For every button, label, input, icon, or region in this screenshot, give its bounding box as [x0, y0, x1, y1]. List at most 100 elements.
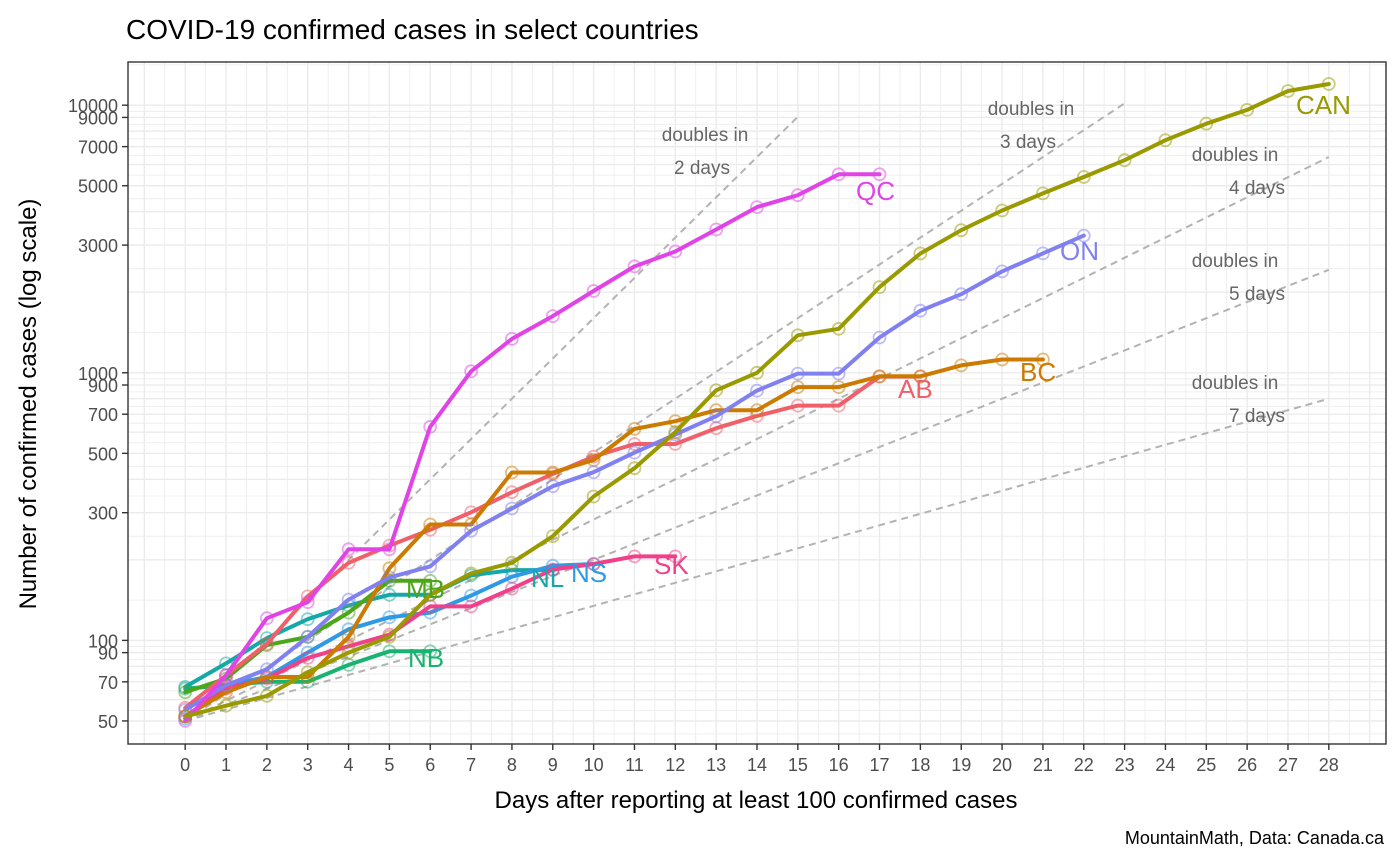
data-point	[341, 592, 356, 607]
x-tick-label: 16	[829, 755, 849, 775]
data-point	[668, 244, 683, 259]
series-line	[183, 172, 882, 723]
data-point	[382, 630, 397, 644]
data-point	[790, 380, 805, 395]
reference-label: 5 days	[1229, 284, 1285, 305]
data-point	[504, 465, 519, 480]
y-axis-label: Number of confirmed cases (log scale)	[15, 199, 42, 610]
data-point	[259, 637, 274, 651]
data-point	[750, 403, 764, 418]
data-point	[504, 581, 519, 596]
caption: MountainMath, Data: Canada.ca	[1125, 828, 1385, 848]
reference-lines: doubles in 2 days doubles in 3 days doubles …	[184, 99, 1330, 722]
series-label-nl: NL	[531, 563, 564, 593]
data-point	[586, 465, 601, 480]
data-point	[300, 651, 315, 665]
data-point	[382, 538, 397, 553]
y-tick-label: 900	[88, 376, 118, 396]
data-point	[954, 223, 969, 238]
x-tick-label: 23	[1115, 755, 1135, 775]
data-point	[545, 562, 560, 577]
data-point	[913, 369, 928, 384]
data-point	[545, 558, 560, 573]
reference-label: 4 days	[1229, 178, 1285, 199]
y-tick-label: 3000	[78, 236, 118, 256]
x-tick-label: 7	[466, 755, 476, 775]
data-point	[1076, 228, 1091, 243]
series-label-can: CAN	[1296, 90, 1351, 120]
y-tick-label: 9000	[78, 108, 118, 128]
y-tick-label: 10000	[68, 96, 118, 116]
data-point	[259, 611, 274, 626]
data-point	[1199, 116, 1214, 131]
reference-label: 3 days	[1000, 132, 1056, 153]
data-point	[668, 425, 683, 440]
series-can	[178, 77, 1336, 724]
y-tick-label: 500	[88, 444, 118, 464]
data-point	[341, 555, 356, 570]
reference-label: doubles in	[988, 99, 1075, 120]
data-point	[831, 366, 846, 381]
y-tick-label: 700	[88, 405, 118, 425]
data-point	[995, 203, 1009, 218]
reference-label: doubles in	[1192, 373, 1279, 394]
series-label-nb: NB	[408, 643, 444, 673]
data-point	[300, 630, 315, 644]
data-point	[913, 303, 928, 318]
chart-title: COVID-19 confirmed cases in select count…	[126, 14, 699, 45]
data-point	[423, 559, 438, 574]
data-point	[1036, 186, 1050, 201]
x-tick-label: 8	[507, 755, 517, 775]
data-point	[872, 369, 887, 384]
data-point	[341, 630, 356, 644]
data-point	[545, 529, 560, 544]
data-point	[831, 380, 846, 395]
data-point	[750, 365, 764, 380]
data-point	[1076, 170, 1091, 184]
reference-line-7d	[184, 397, 1330, 722]
x-tick-label: 26	[1237, 755, 1257, 775]
data-point	[913, 246, 928, 261]
x-tick-label: 3	[303, 755, 313, 775]
data-point	[872, 280, 887, 295]
series-label-bc: BC	[1020, 357, 1056, 387]
data-point	[1036, 246, 1050, 261]
data-point	[545, 309, 560, 324]
reference-label: 2 days	[674, 158, 730, 179]
x-tick-label: 1	[221, 755, 231, 775]
x-tick-label: 12	[665, 755, 685, 775]
series-label-ab: AB	[898, 374, 933, 404]
data-point	[219, 668, 233, 683]
data-point	[382, 570, 397, 585]
data-point	[995, 352, 1009, 367]
series-bc	[178, 352, 1050, 724]
data-point	[464, 523, 479, 538]
y-tick-label: 5000	[78, 177, 118, 197]
data-point	[627, 421, 642, 436]
data-point	[831, 398, 846, 413]
data-point	[954, 287, 969, 302]
data-point	[586, 284, 601, 298]
data-point	[504, 485, 519, 500]
data-point	[1321, 77, 1336, 91]
data-point	[586, 489, 601, 504]
series-label-sk: SK	[654, 550, 689, 580]
data-point	[790, 366, 805, 381]
x-tick-label: 19	[951, 755, 971, 775]
x-tick-label: 15	[788, 755, 808, 775]
x-tick-label: 25	[1196, 755, 1216, 775]
x-tick-label: 20	[992, 755, 1012, 775]
data-point	[382, 644, 397, 659]
data-point	[341, 542, 356, 557]
x-tick-label: 17	[870, 755, 890, 775]
data-point	[831, 167, 846, 182]
x-tick-label: 14	[747, 755, 767, 775]
series-line	[183, 233, 1086, 712]
reference-label: doubles in	[1192, 145, 1279, 166]
data-point	[219, 698, 233, 713]
data-point	[709, 409, 724, 424]
data-point	[668, 549, 683, 564]
data-point	[178, 709, 193, 724]
